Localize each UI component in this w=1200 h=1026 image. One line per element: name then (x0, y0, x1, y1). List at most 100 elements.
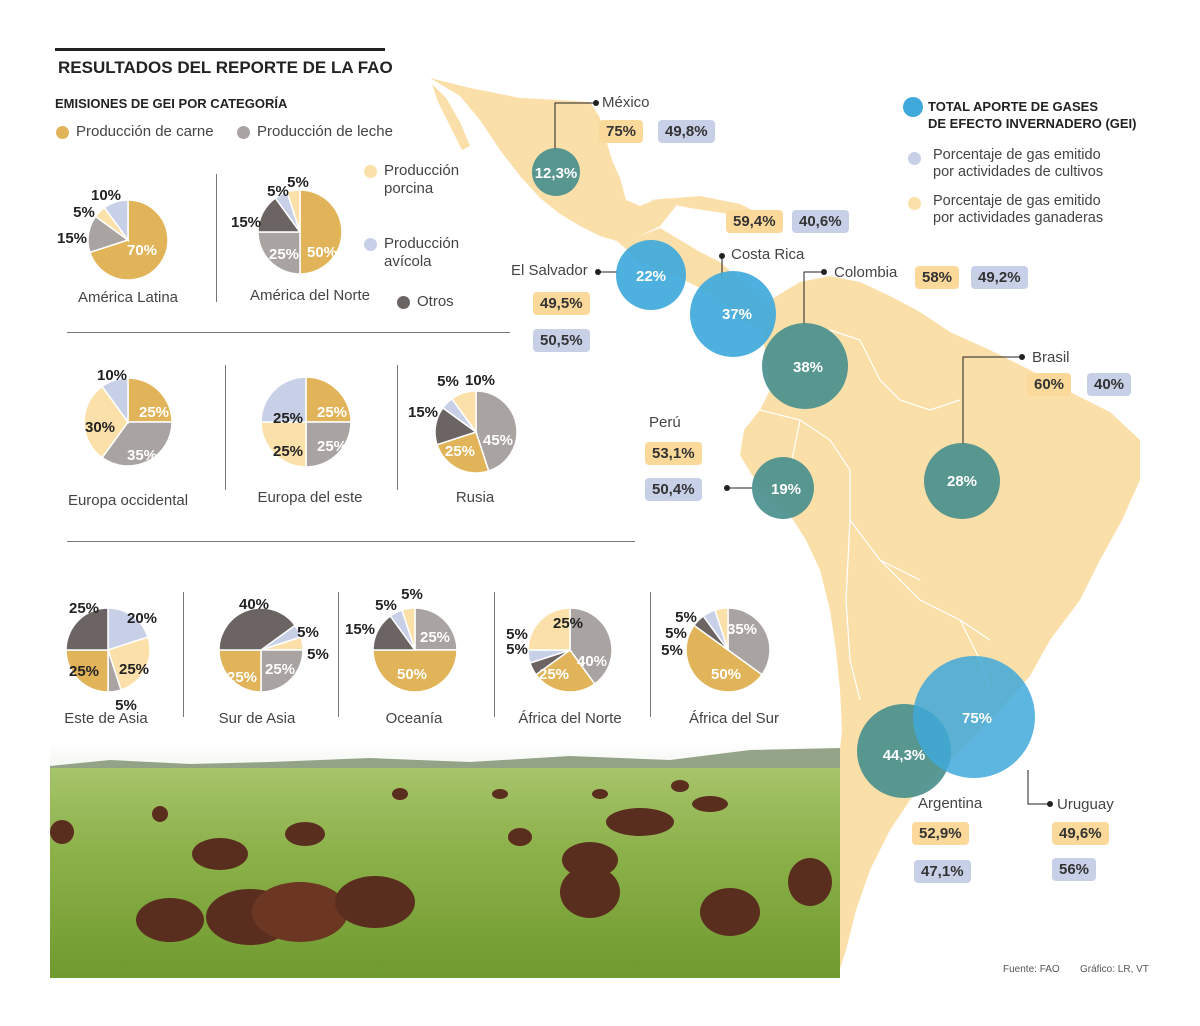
legend-poultry-line2: avícola (384, 253, 432, 270)
cow (700, 888, 760, 936)
section-subtitle: EMISIONES DE GEI POR CATEGORÍA (55, 96, 288, 111)
cuba-land (650, 196, 760, 214)
bubble-colombia (762, 323, 848, 409)
bubble-label-peru: 19% (771, 481, 801, 498)
region-name-north-africa: África del Norte (518, 710, 622, 727)
legend-meat-dot (56, 126, 69, 139)
leader-dot (719, 253, 725, 259)
cow (671, 780, 689, 792)
cattle-field-photo (50, 742, 840, 978)
peru-livestock-value: 53,1% (645, 442, 702, 465)
legend-poultry: Producción avícola (364, 235, 459, 271)
source-credit: Fuente: FAO (1003, 964, 1060, 975)
country-name-costa-rica: Costa Rica (731, 246, 805, 263)
cow (492, 789, 508, 799)
separator-horizontal (67, 332, 510, 333)
south-america-land (740, 276, 1140, 975)
livestock-legend-marker (908, 197, 921, 210)
cow (152, 806, 168, 822)
bubbles (532, 148, 1035, 798)
legend-pork-label: Producción porcina (384, 162, 459, 198)
region-name-latin-america: América Latina (77, 289, 179, 306)
bubble-label-colombia: 38% (793, 359, 823, 376)
cow (562, 842, 618, 878)
argentina-crops-value: 47,1% (914, 860, 971, 883)
legend-other: Otros (397, 293, 454, 310)
bubble-label-argentina: 44,3% (883, 747, 926, 764)
region-name-north-america: América del Norte (249, 287, 371, 304)
separator-vertical (183, 592, 184, 717)
mexico-crops-value: 49,8% (658, 120, 715, 143)
cow (136, 898, 204, 942)
mexico-livestock-value: 75% (599, 120, 644, 143)
country-name-uruguay: Uruguay (1057, 796, 1114, 813)
country-name-peru: Perú (649, 414, 681, 431)
country-name-argentina: Argentina (918, 795, 983, 812)
leader-dot (593, 100, 599, 106)
country-name-mexico: México (602, 94, 650, 111)
cow (392, 788, 408, 800)
cow (560, 866, 620, 918)
brasil-crops-value: 40% (1087, 373, 1132, 396)
leader-dot (1047, 801, 1053, 807)
legend-milk-label: Producción de leche (257, 123, 393, 140)
bubble-peru (752, 457, 814, 519)
costa-rica-crops-value: 40,6% (792, 210, 849, 233)
livestock-legend-label: Porcentaje de gas emitido por actividade… (933, 193, 1103, 227)
legend-pork-line1: Producción (384, 162, 460, 179)
bubble-labels: 12,3% 22% 37% 38% 28% 19% 44,3% 75% (535, 165, 992, 764)
bubble-brasil (924, 443, 1000, 519)
cow (592, 789, 608, 799)
cow (508, 828, 532, 846)
uruguay-crops-value: 56% (1052, 858, 1097, 881)
separator-vertical (397, 365, 398, 490)
bubble-label-brasil: 28% (947, 473, 977, 490)
title-rule (55, 48, 385, 51)
country-name-colombia: Colombia (834, 264, 898, 281)
legend-other-dot (397, 296, 410, 309)
total-legend-title: TOTAL APORTE DE GASES DE EFECTO INVERNAD… (928, 98, 1137, 132)
leader-dots (593, 100, 1053, 807)
cow (285, 822, 325, 846)
uruguay-livestock-value: 49,6% (1052, 822, 1109, 845)
cow (50, 820, 74, 844)
el-salvador-crops-value: 50,5% (533, 329, 590, 352)
colombia-crops-value: 49,2% (971, 266, 1028, 289)
bubble-label-costa-rica: 37% (722, 306, 752, 323)
region-name-east-asia: Este de Asia (64, 710, 148, 727)
colombia-livestock-value: 58% (915, 266, 960, 289)
crops-legend-line2: por actividades de cultivos (933, 164, 1104, 180)
brasil-livestock-value: 60% (1027, 373, 1072, 396)
leader-brasil (962, 356, 1022, 445)
legend-poultry-label: Producción avícola (384, 235, 459, 271)
argentina-livestock-value: 52,9% (912, 822, 969, 845)
region-name-russia: Rusia (455, 489, 495, 506)
crops-legend-label: Porcentaje de gas emitido por actividade… (933, 147, 1103, 181)
separator-vertical (225, 365, 226, 490)
region-name-western-europe: Europa occidental (67, 492, 189, 509)
legend-milk-dot (237, 126, 250, 139)
legend-pork: Producción porcina (364, 162, 459, 198)
legend-poultry-dot (364, 238, 377, 251)
legend-milk: Producción de leche (237, 123, 393, 140)
legend-other-label: Otros (417, 293, 454, 310)
cattle-photo-illustration (50, 742, 840, 978)
region-name-south-africa: África del Sur (688, 710, 780, 727)
leader-mexico (554, 102, 596, 150)
bubble-el-salvador (616, 240, 686, 310)
graphic-credit: Gráfico: LR, VT (1080, 964, 1149, 975)
country-name-el-salvador: El Salvador (511, 262, 588, 279)
region-name-south-asia: Sur de Asia (218, 710, 296, 727)
livestock-legend-line1: Porcentaje de gas emitido (933, 193, 1101, 209)
cow (606, 808, 674, 836)
total-legend-title-line1: TOTAL APORTE DE GASES (928, 99, 1098, 114)
cow (252, 882, 348, 942)
border-line (845, 519, 861, 701)
separator-vertical (216, 174, 217, 302)
livestock-legend-line2: por actividades ganaderas (933, 210, 1104, 226)
separator-horizontal (67, 541, 635, 542)
page-title: RESULTADOS DEL REPORTE DE LA FAO (58, 58, 393, 77)
total-legend-marker (903, 97, 923, 117)
legend-meat-label: Producción de carne (76, 123, 214, 140)
